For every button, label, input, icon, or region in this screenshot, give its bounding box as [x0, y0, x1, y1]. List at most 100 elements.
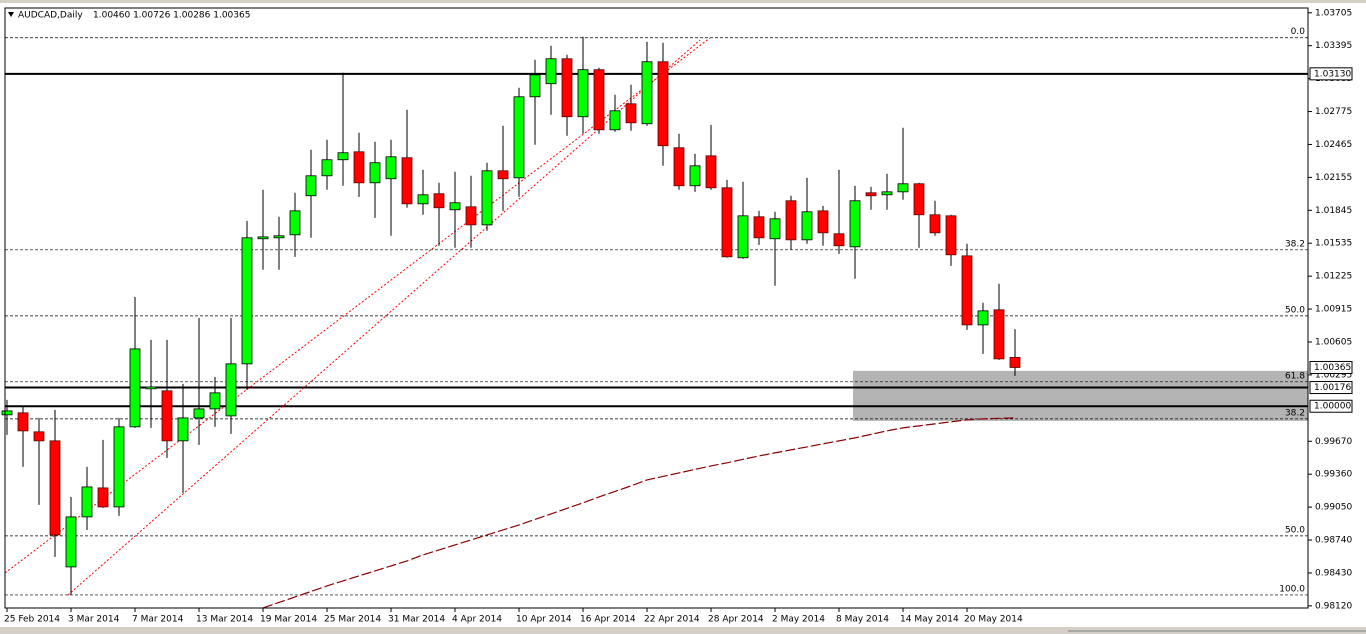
candle-body [673, 147, 685, 187]
fib-label: 50.0 [1285, 525, 1305, 535]
candle-body [209, 392, 221, 410]
candle-body [529, 74, 541, 98]
chart-title: AUDCAD,Daily [18, 11, 83, 21]
y-tick-label: 1.03395 [1315, 41, 1352, 51]
candle-body [289, 210, 301, 236]
candle-body [625, 103, 637, 124]
candle-body [337, 152, 349, 161]
candle-body [33, 431, 45, 442]
candle-body [145, 386, 157, 390]
fib-label: 0.0 [1291, 27, 1306, 37]
candle-body [881, 191, 893, 196]
candle-body [577, 69, 589, 118]
candle-body [1, 410, 13, 416]
y-tick-label: 1.00605 [1315, 337, 1352, 347]
candle-body [865, 192, 877, 197]
candle-body [545, 58, 557, 85]
x-tick-label: 4 Apr 2014 [452, 615, 502, 625]
candle-body [161, 390, 173, 442]
candle-body [465, 206, 477, 226]
fib-label: 61.8 [1285, 371, 1305, 381]
window-top-edge [0, 0, 1366, 3]
x-tick-label: 19 Mar 2014 [260, 615, 317, 625]
candle-body [897, 183, 909, 193]
candle-body [449, 202, 461, 211]
level-tag-label: 1.00000 [1314, 402, 1351, 412]
price-tag-label: 1.00365 [1314, 363, 1351, 373]
candle-body [641, 61, 653, 125]
y-tick-label: 1.00915 [1315, 305, 1352, 315]
candle-body [721, 187, 733, 258]
y-tick-label: 0.98120 [1315, 601, 1352, 611]
x-tick-label: 20 May 2014 [964, 615, 1023, 625]
level-tag [1309, 67, 1353, 81]
candle-body [513, 96, 525, 179]
candle-body [433, 193, 445, 209]
x-tick-label: 31 Mar 2014 [388, 615, 445, 625]
candle-body [369, 162, 381, 184]
candle-body [769, 218, 781, 240]
x-tick-label: 2 May 2014 [772, 615, 825, 625]
candle-body [129, 348, 141, 428]
candle-body [321, 159, 333, 177]
candle-body [737, 215, 749, 259]
candle-body [833, 233, 845, 247]
candle-body [353, 151, 365, 184]
candle-body [753, 216, 765, 239]
candle-body [497, 170, 509, 180]
level-tag [1309, 381, 1353, 395]
candle-body [593, 69, 605, 131]
candle-body [81, 486, 93, 518]
x-tick-label: 13 Mar 2014 [196, 615, 253, 625]
candle-body [385, 156, 397, 180]
candle-body [305, 175, 317, 197]
y-tick-label: 0.99670 [1315, 437, 1352, 447]
x-tick-label: 7 Mar 2014 [132, 615, 184, 625]
candle-body [113, 426, 125, 508]
x-tick-label: 25 Mar 2014 [324, 615, 381, 625]
y-tick-label: 1.02775 [1315, 107, 1352, 117]
x-tick-label: 14 May 2014 [900, 615, 959, 625]
candle-body [225, 363, 237, 417]
level-tag [1309, 399, 1353, 413]
candle-body [273, 235, 285, 239]
level-tag-label: 1.00176 [1314, 383, 1351, 393]
fib-label: 50.0 [1285, 305, 1305, 315]
candle-body [849, 200, 861, 248]
trend-line [4, 37, 711, 574]
candle-body [417, 194, 429, 205]
zone-layer [853, 370, 1308, 421]
candle-body [945, 215, 957, 256]
level-layer: 0.0 38.2 50.0 61.8 38.2 50.0 100.0 [5, 27, 1308, 596]
candle-body [705, 155, 717, 189]
tab-bar [0, 627, 1366, 634]
y-tick-label: 1.03705 [1315, 8, 1352, 18]
candle-body [17, 412, 29, 432]
level-tag-label: 1.03130 [1314, 69, 1351, 79]
y-tick-label: 1.02155 [1315, 173, 1352, 183]
y-tick-label: 1.01225 [1315, 272, 1352, 282]
candle-body [177, 417, 189, 442]
candle-body [481, 170, 493, 226]
candle-body [913, 183, 925, 216]
menu-triangle[interactable] [8, 12, 14, 17]
trend-line [67, 39, 701, 596]
candle-body [241, 237, 253, 365]
candle-body [193, 408, 205, 419]
x-tick-label: 22 Apr 2014 [644, 615, 700, 625]
y-tick-label: 1.02465 [1315, 140, 1352, 150]
candle-body [49, 440, 61, 536]
candle-body [657, 61, 669, 147]
y-tick-label: 1.00295 [1315, 370, 1352, 380]
x-tick-label: 8 May 2014 [836, 615, 889, 625]
y-tick-label: 0.98740 [1315, 536, 1352, 546]
candle-body [65, 516, 77, 568]
candle-body [817, 210, 829, 234]
price-tag [1309, 360, 1353, 374]
candle-body [993, 309, 1005, 360]
candle-body [609, 110, 621, 131]
plot-frame [4, 7, 1309, 609]
candle-body [561, 58, 573, 118]
axis-layer: 1.037051.033951.030851.027751.024651.021… [4, 8, 1353, 625]
